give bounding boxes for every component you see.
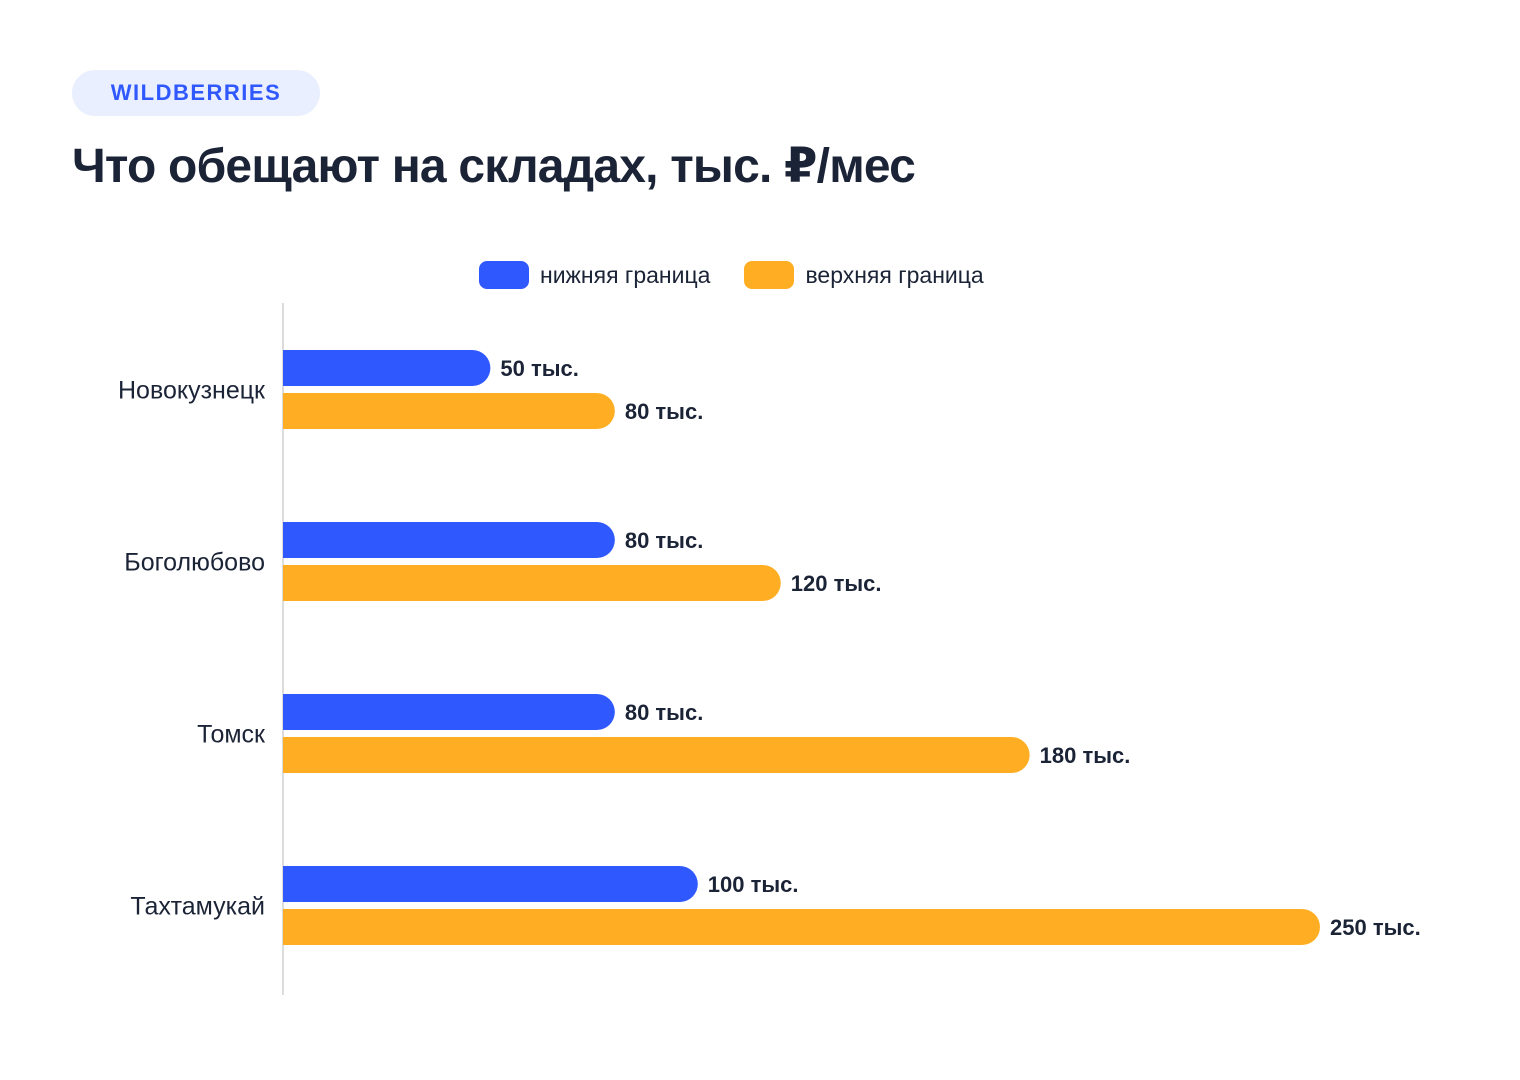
bar-upper <box>283 737 1030 773</box>
data-label: 50 тыс. <box>500 356 579 381</box>
data-label: 80 тыс. <box>625 399 704 424</box>
legend-label-upper: верхняя граница <box>805 261 984 288</box>
data-label: 80 тыс. <box>625 700 704 725</box>
category-label: Тахтамукай <box>130 893 265 921</box>
bar-lower <box>283 350 491 386</box>
bar-lower <box>283 694 615 730</box>
legend: нижняя граница верхняя граница <box>479 258 1018 292</box>
legend-swatch-lower <box>479 261 529 289</box>
data-label: 120 тыс. <box>791 571 882 596</box>
bar-upper <box>283 393 615 429</box>
bar-upper <box>283 909 1320 945</box>
bar-lower <box>283 866 698 902</box>
data-label: 80 тыс. <box>625 528 704 553</box>
data-label: 100 тыс. <box>708 872 799 897</box>
brand-badge: WILDBERRIES <box>72 70 320 116</box>
legend-item-upper: верхняя граница <box>744 261 984 289</box>
category-label: Боголюбово <box>124 549 265 577</box>
data-label: 250 тыс. <box>1330 915 1421 940</box>
data-label: 180 тыс. <box>1040 743 1131 768</box>
bar-upper <box>283 565 781 601</box>
legend-item-lower: нижняя граница <box>479 261 710 289</box>
legend-label-lower: нижняя граница <box>540 261 711 288</box>
legend-swatch-upper <box>744 261 795 289</box>
bar-lower <box>283 522 615 558</box>
category-label: Новокузнецк <box>118 377 266 405</box>
category-label: Томск <box>197 721 266 749</box>
chart-title: Что обещают на складах, тыс. ₽/мес <box>72 140 916 193</box>
